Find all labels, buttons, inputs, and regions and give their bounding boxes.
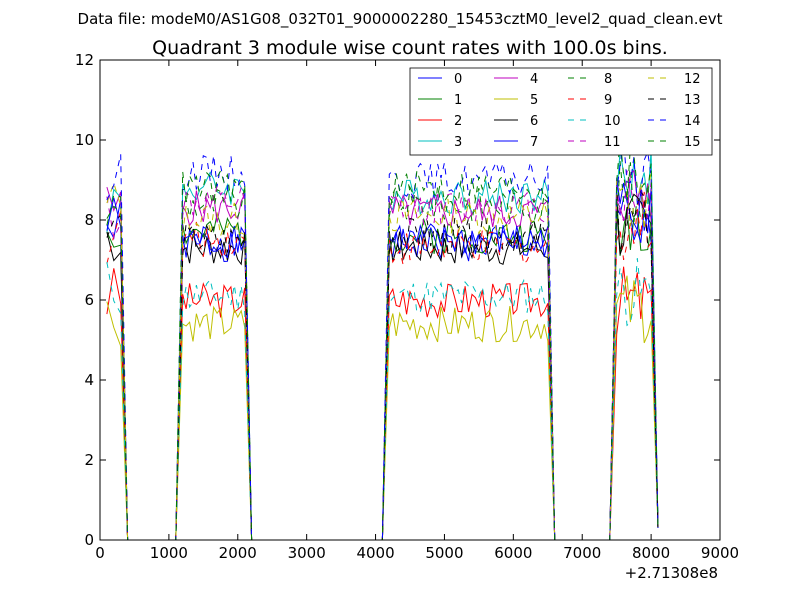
series-line-6 [106, 193, 659, 541]
plot-lines [106, 138, 659, 541]
legend-label-5: 5 [530, 93, 538, 108]
series-line-1 [106, 194, 659, 541]
y-tick-label: 6 [84, 291, 94, 309]
y-tick-label: 4 [84, 371, 94, 389]
y-tick-label: 0 [84, 531, 94, 549]
series-line-15 [106, 138, 659, 541]
y-tick-label: 2 [84, 451, 94, 469]
x-tick-label: 7000 [563, 544, 601, 562]
y-tick-label: 12 [75, 51, 94, 69]
series-line-13 [106, 188, 659, 541]
legend-label-8: 8 [604, 72, 612, 87]
figure-suptitle: Data file: modeM0/AS1G08_032T01_90000022… [78, 10, 723, 29]
series-line-8 [106, 161, 659, 541]
legend-label-10: 10 [604, 114, 621, 129]
series-line-9 [106, 191, 659, 541]
x-tick-label: 6000 [494, 544, 532, 562]
x-tick-label: 2000 [219, 544, 257, 562]
legend-label-2: 2 [454, 114, 462, 129]
chart-title: Quadrant 3 module wise count rates with … [152, 37, 668, 59]
series-line-3 [106, 149, 659, 541]
series-line-12 [106, 172, 659, 541]
legend-label-4: 4 [530, 72, 538, 87]
x-tick-label: 0 [95, 544, 105, 562]
y-tick-label: 8 [84, 211, 94, 229]
x-offset-label: +2.71308e8 [625, 564, 718, 582]
x-tick-label: 4000 [356, 544, 394, 562]
series-line-10 [106, 258, 659, 541]
x-tick-label: 8000 [632, 544, 670, 562]
series-line-5 [106, 275, 659, 541]
legend-label-14: 14 [684, 114, 701, 129]
y-tick-label: 10 [75, 131, 94, 149]
x-tick-label: 1000 [150, 544, 188, 562]
x-tick-label: 3000 [288, 544, 326, 562]
legend-label-11: 11 [604, 135, 621, 150]
legend-label-3: 3 [454, 135, 462, 150]
series-line-2 [106, 266, 659, 541]
legend-label-9: 9 [604, 93, 612, 108]
legend-label-15: 15 [684, 135, 701, 150]
series-line-0 [106, 189, 659, 541]
legend-label-6: 6 [530, 114, 538, 129]
legend-label-1: 1 [454, 93, 462, 108]
legend-label-0: 0 [454, 72, 462, 87]
legend-label-7: 7 [530, 135, 538, 150]
series-line-14 [106, 140, 659, 541]
legend-label-12: 12 [684, 72, 701, 87]
legend-label-13: 13 [684, 93, 701, 108]
x-tick-label: 5000 [425, 544, 463, 562]
x-axis: 0 1000 2000 3000 4000 5000 6000 7000 8000 9000 [95, 60, 739, 562]
x-tick-label: 9000 [701, 544, 739, 562]
